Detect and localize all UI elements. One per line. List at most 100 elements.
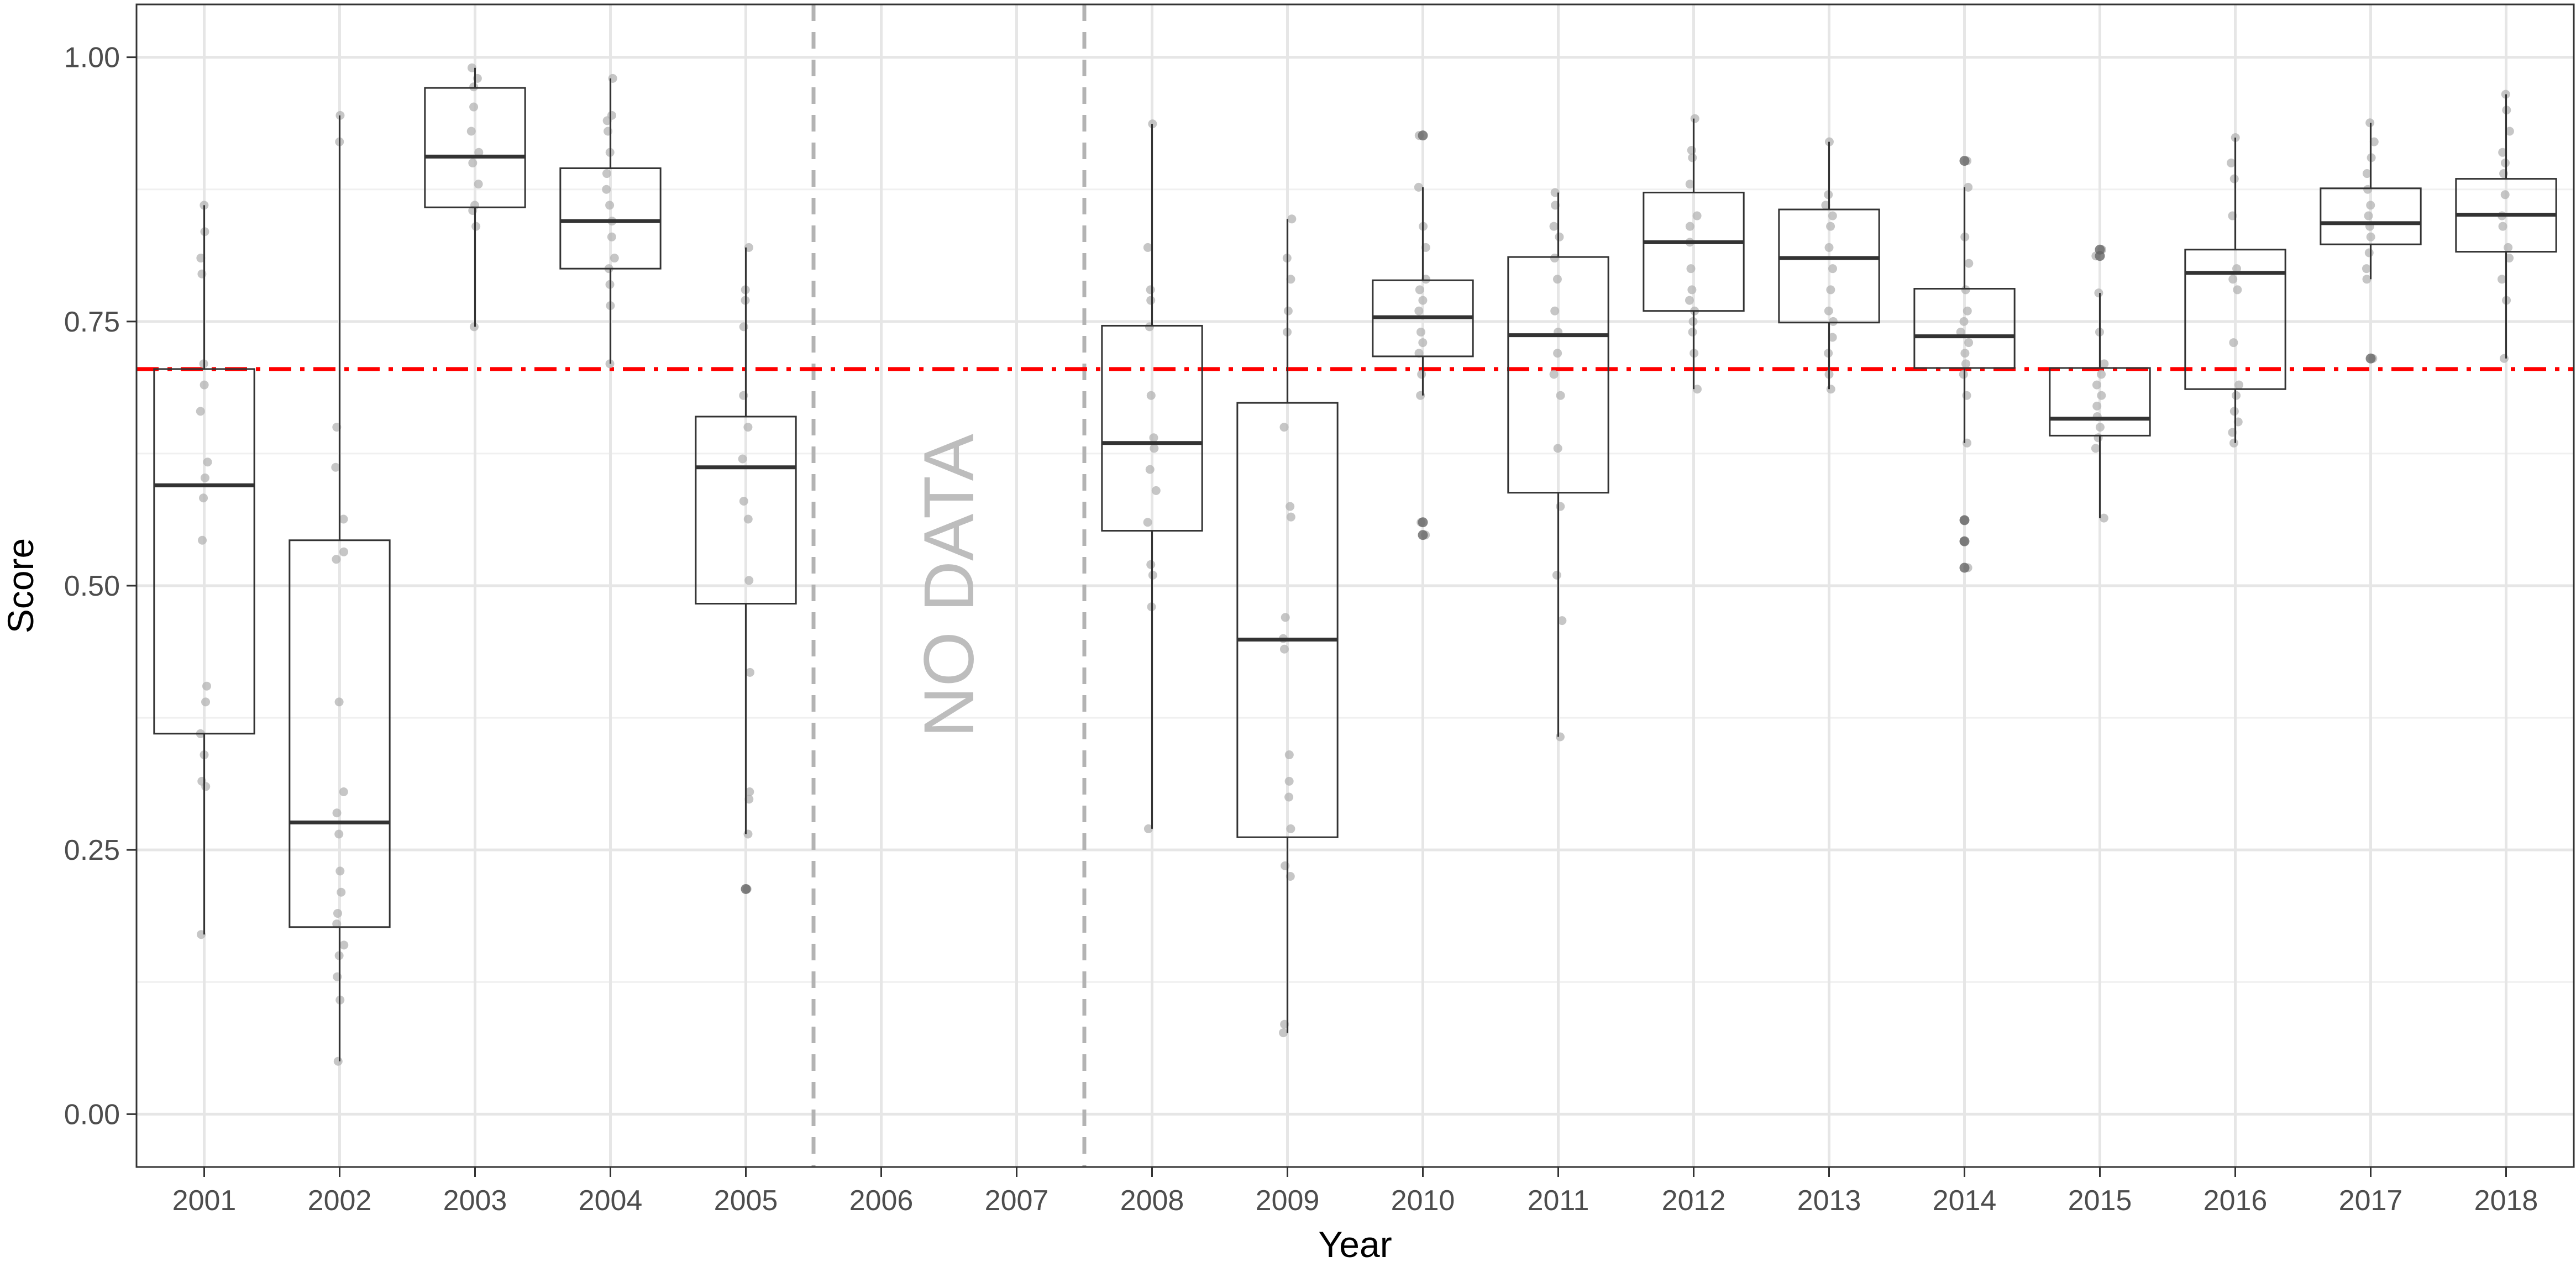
boxes (153, 67, 2557, 1061)
data-point (602, 169, 611, 178)
data-point (1553, 444, 1562, 453)
data-point (744, 795, 754, 804)
data-point (469, 102, 479, 112)
data-point (1284, 792, 1294, 802)
box-2016 (2184, 138, 2286, 443)
data-point (474, 148, 484, 157)
data-point (1690, 114, 1699, 123)
data-point (331, 462, 340, 472)
data-point (2504, 243, 2513, 252)
x-tick-label: 2004 (579, 1185, 643, 1217)
outlier-point (741, 884, 751, 894)
box-2011 (1507, 192, 1609, 737)
box-2001 (153, 205, 255, 935)
data-point (339, 940, 349, 950)
outlier-point (1418, 517, 1428, 528)
data-point (1143, 243, 1152, 252)
data-point (2505, 127, 2514, 136)
data-point (2369, 137, 2379, 146)
data-point (1956, 327, 1965, 337)
box-2013 (1778, 141, 1880, 390)
x-tick-label: 2011 (1528, 1185, 1589, 1217)
box-iqr (288, 539, 391, 928)
data-point (2092, 401, 2102, 411)
data-point (2362, 169, 2372, 178)
data-point (1555, 732, 1565, 742)
data-point (744, 576, 754, 585)
x-tick-label: 2006 (849, 1185, 914, 1217)
data-point (1964, 182, 1973, 192)
data-point (1826, 285, 1835, 295)
data-point (335, 866, 345, 876)
data-point (2362, 264, 2371, 274)
x-axis: 2001 2002 2003 2004 2005 2006 2007 2008 2009 2010… (172, 1167, 2538, 1217)
data-point (1418, 338, 1428, 348)
data-point (1688, 327, 1697, 337)
data-point (1279, 644, 1289, 654)
data-point (739, 322, 748, 332)
data-point (1146, 391, 1156, 400)
data-point (1417, 370, 1426, 379)
data-point (2229, 407, 2239, 416)
data-point (1149, 433, 1158, 443)
data-point (196, 407, 205, 416)
data-point (201, 697, 211, 707)
outlier-point (1959, 515, 1970, 525)
data-point (1687, 285, 1697, 295)
data-point (2364, 248, 2374, 257)
data-point (1692, 211, 1702, 220)
box-iqr (559, 167, 662, 270)
data-point (2095, 423, 2105, 432)
data-point (1821, 201, 1830, 210)
data-point (1828, 211, 1837, 220)
data-point (1418, 296, 1428, 305)
outlier-point (1418, 130, 1428, 141)
data-point (1556, 391, 1565, 400)
box-2009 (1236, 219, 1339, 1033)
data-point (745, 787, 754, 796)
data-point (1284, 750, 1294, 760)
data-point (337, 887, 346, 897)
data-point (2498, 148, 2507, 157)
data-point (202, 681, 212, 691)
data-point (1414, 306, 1424, 316)
data-point (2229, 174, 2239, 183)
data-point (1284, 776, 1294, 786)
data-point (2366, 232, 2375, 241)
data-point (607, 232, 616, 241)
data-point (2228, 275, 2238, 284)
box-iqr (1101, 324, 1203, 532)
box-iqr (2184, 249, 2286, 390)
data-point (1549, 370, 1559, 379)
data-point (1146, 285, 1155, 295)
data-point (1146, 296, 1156, 305)
grid-minor (137, 188, 2574, 983)
data-point (466, 127, 476, 136)
y-tick-label: 0.25 (64, 834, 120, 866)
data-point (2497, 275, 2506, 284)
box-2012 (1643, 118, 1745, 390)
data-point (333, 1056, 343, 1066)
data-point (1686, 264, 1696, 274)
x-tick-label: 2010 (1391, 1185, 1455, 1217)
data-point (468, 158, 478, 167)
x-tick-label: 2003 (443, 1185, 507, 1217)
y-axis-title: Score (0, 538, 41, 633)
data-point (1961, 285, 1970, 295)
data-point (1964, 259, 1974, 268)
data-point (199, 493, 208, 503)
data-point (471, 222, 481, 231)
data-point (1286, 512, 1295, 522)
box-2004 (559, 78, 662, 364)
data-point (1959, 370, 1968, 379)
data-point (743, 514, 753, 524)
x-tick-label: 2017 (2339, 1185, 2403, 1217)
data-point (738, 454, 747, 464)
x-tick-label: 2014 (1933, 1185, 1997, 1217)
data-point (1828, 333, 1837, 342)
data-point (332, 808, 342, 818)
data-point (2233, 285, 2242, 295)
box-2017 (2320, 123, 2422, 364)
outlier-point (1959, 562, 1970, 573)
